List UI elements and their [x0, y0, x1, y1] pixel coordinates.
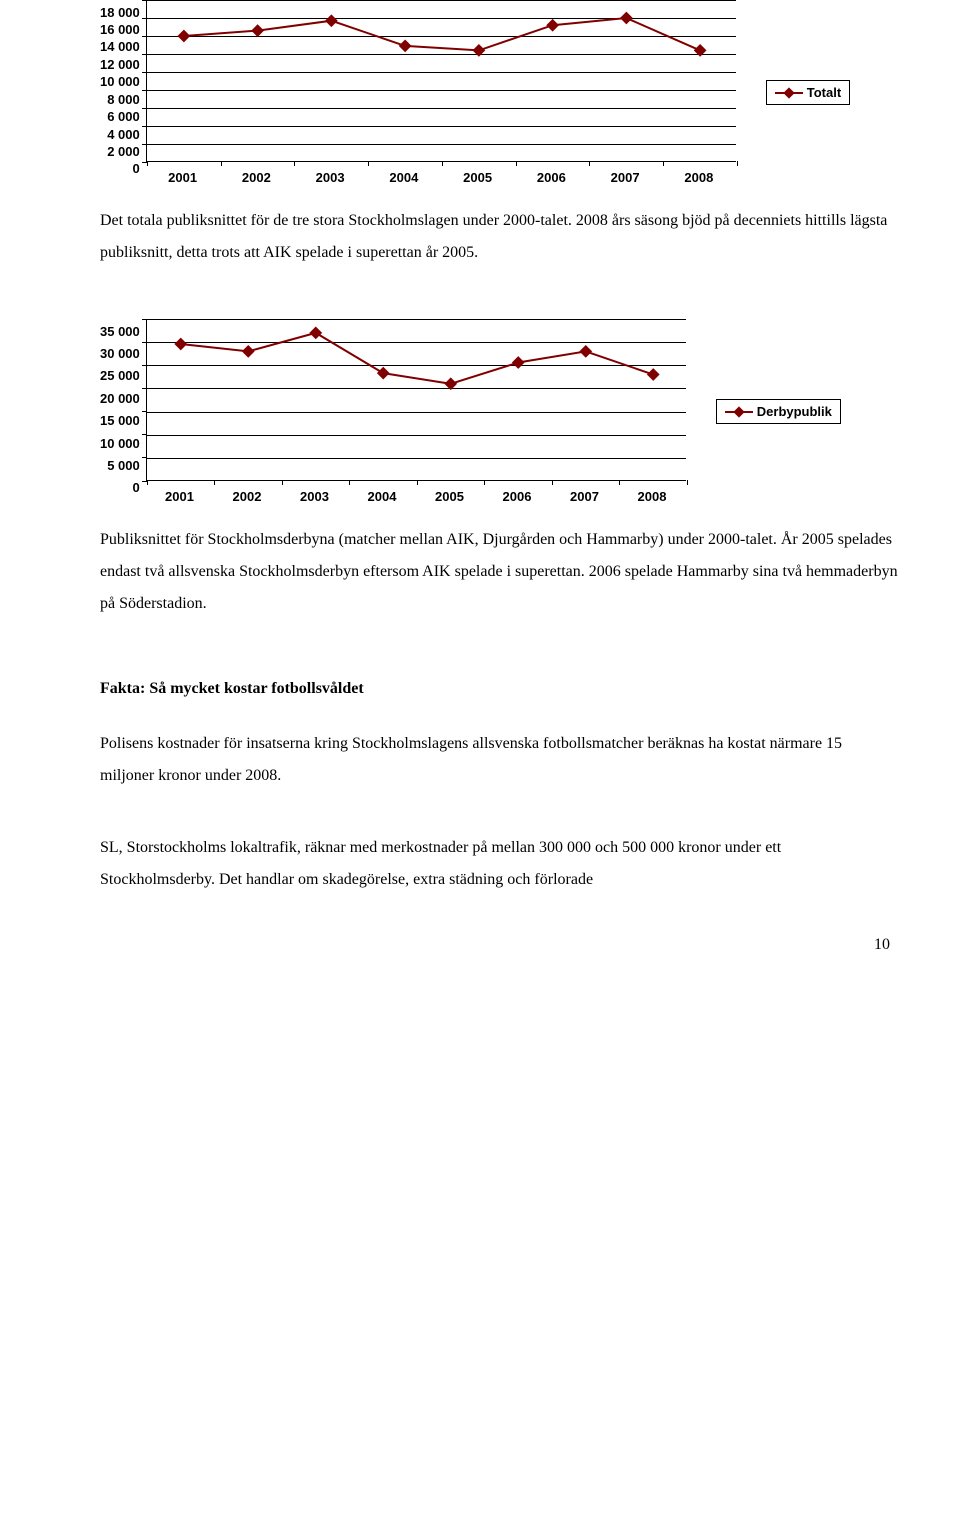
y-axis-label: 12 000: [100, 58, 140, 71]
y-axis-label: 14 000: [100, 40, 140, 53]
chart2-legend-label: Derbypublik: [757, 404, 832, 419]
chart1-y-axis-labels: 18 000 16 000 14 000 12 000 10 000 8 000 6 000…: [100, 6, 140, 176]
y-axis-label: 15 000: [100, 414, 140, 427]
data-marker: [309, 327, 322, 340]
chart1-legend: Totalt: [766, 80, 850, 105]
chart2-legend: Derbypublik: [716, 399, 841, 424]
y-axis-label: 4 000: [100, 128, 140, 141]
data-marker: [174, 338, 187, 351]
legend-marker-icon: [733, 406, 744, 417]
y-axis-label: 5 000: [100, 459, 140, 472]
chart-derbypublik: 35 000 30 000 25 000 20 000 15 000 10 000 5 00…: [100, 319, 900, 504]
x-axis-label: 2001: [146, 489, 214, 504]
legend-marker-icon: [783, 87, 794, 98]
y-axis-label: 35 000: [100, 325, 140, 338]
x-axis-label: 2004: [348, 489, 416, 504]
data-marker: [694, 44, 707, 57]
chart2-y-axis-labels: 35 000 30 000 25 000 20 000 15 000 10 000 5 00…: [100, 325, 140, 495]
x-axis-label: 2003: [293, 170, 367, 185]
y-axis-label: 0: [100, 162, 140, 175]
data-marker: [399, 40, 412, 53]
x-axis-label: 2005: [416, 489, 484, 504]
x-axis-label: 2001: [146, 170, 220, 185]
chart1-plot-column: 20012002200320042005200620072008: [146, 0, 736, 185]
x-axis-label: 2005: [441, 170, 515, 185]
data-marker: [620, 12, 633, 25]
x-axis-label: 2008: [618, 489, 686, 504]
legend-line-icon: [775, 92, 803, 94]
chart1-legend-label: Totalt: [807, 85, 841, 100]
data-marker: [242, 345, 255, 358]
series-line: [181, 333, 654, 384]
data-marker: [444, 377, 457, 390]
chart-totalt: 18 000 16 000 14 000 12 000 10 000 8 000 6 000…: [100, 0, 900, 185]
data-marker: [647, 368, 660, 381]
y-axis-label: 8 000: [100, 93, 140, 106]
chart2-x-axis-labels: 20012002200320042005200620072008: [146, 489, 686, 504]
chart1-plot-area: [146, 0, 736, 162]
paragraph-3: Polisens kostnader för insatserna kring …: [100, 728, 900, 792]
y-axis-label: 18 000: [100, 6, 140, 19]
x-axis-label: 2004: [367, 170, 441, 185]
page-number: 10: [100, 936, 900, 954]
y-axis-label: 30 000: [100, 347, 140, 360]
data-marker: [512, 356, 525, 369]
x-axis-label: 2002: [220, 170, 294, 185]
legend-line-icon: [725, 411, 753, 413]
x-axis-label: 2008: [662, 170, 736, 185]
paragraph-1: Det totala publiksnittet för de tre stor…: [100, 205, 900, 269]
y-axis-label: 25 000: [100, 369, 140, 382]
y-axis-label: 10 000: [100, 75, 140, 88]
x-axis-label: 2006: [515, 170, 589, 185]
x-axis-label: 2007: [551, 489, 619, 504]
chart1-x-axis-labels: 20012002200320042005200620072008: [146, 170, 736, 185]
chart2-plot-column: 20012002200320042005200620072008: [146, 319, 686, 504]
series-svg: [147, 0, 737, 162]
y-axis-label: 16 000: [100, 23, 140, 36]
heading-fakta: Fakta: Så mycket kostar fotbollsvåldet: [100, 680, 900, 698]
x-axis-label: 2003: [281, 489, 349, 504]
data-marker: [325, 14, 338, 27]
x-tick: [737, 161, 738, 166]
data-marker: [579, 345, 592, 358]
series-line: [184, 18, 700, 50]
data-marker: [546, 19, 559, 32]
paragraph-2: Publiksnittet för Stockholmsderbyna (mat…: [100, 524, 900, 620]
y-axis-label: 6 000: [100, 110, 140, 123]
data-marker: [472, 44, 485, 57]
chart2-plot-area: [146, 319, 686, 481]
data-marker: [377, 367, 390, 380]
data-marker: [177, 30, 190, 43]
x-axis-label: 2002: [213, 489, 281, 504]
x-axis-label: 2006: [483, 489, 551, 504]
y-axis-label: 10 000: [100, 437, 140, 450]
y-axis-label: 2 000: [100, 145, 140, 158]
paragraph-4: SL, Storstockholms lokaltrafik, räknar m…: [100, 832, 900, 896]
x-axis-label: 2007: [588, 170, 662, 185]
x-tick: [687, 480, 688, 485]
data-marker: [251, 24, 264, 37]
series-svg: [147, 319, 687, 481]
y-axis-label: 0: [100, 481, 140, 494]
y-axis-label: 20 000: [100, 392, 140, 405]
